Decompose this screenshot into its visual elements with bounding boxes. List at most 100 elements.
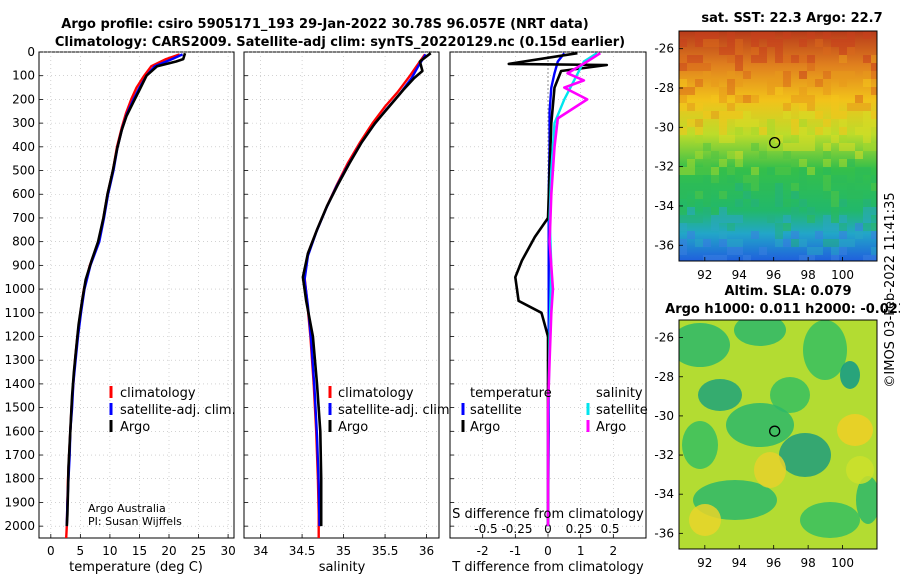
map-lat-tick-label: -36 bbox=[654, 238, 674, 252]
sla-eddy bbox=[779, 433, 831, 477]
salinity-x-tick-label: 35 bbox=[336, 544, 351, 558]
sst-cell bbox=[703, 167, 711, 175]
sst-cell bbox=[871, 207, 877, 215]
sla-eddy bbox=[682, 421, 718, 469]
map-lat-tick-label: -32 bbox=[654, 160, 674, 174]
legend-label-argo-2: Argo bbox=[338, 420, 368, 435]
sst-cell bbox=[775, 223, 783, 231]
depth-tick-label: 300 bbox=[12, 116, 35, 130]
sst-cell bbox=[727, 215, 735, 223]
sst-cell bbox=[871, 119, 877, 127]
sst-cell bbox=[799, 55, 807, 63]
sst-cell bbox=[735, 47, 743, 55]
sst-cell bbox=[695, 119, 703, 127]
sst-cell bbox=[839, 71, 847, 79]
sst-cell bbox=[703, 255, 711, 261]
sst-cell bbox=[839, 223, 847, 231]
sst-cell bbox=[839, 143, 847, 151]
sst-cell bbox=[743, 71, 751, 79]
sst-cell bbox=[695, 167, 703, 175]
depth-tick-label: 700 bbox=[12, 211, 35, 225]
sst-cell bbox=[687, 87, 695, 95]
sst-cell bbox=[871, 231, 877, 239]
sst-cell bbox=[711, 207, 719, 215]
legend-label-temp-argo: Argo bbox=[470, 420, 500, 435]
sst-cell bbox=[703, 183, 711, 191]
sst-cell bbox=[863, 215, 871, 223]
temperature-tick-labels: 0 5 10 15 20 25 30 bbox=[47, 544, 236, 558]
sst-cell bbox=[863, 71, 871, 79]
sst-cell bbox=[775, 135, 783, 143]
sst-cell bbox=[735, 159, 743, 167]
salinity-axis-label: salinity bbox=[319, 560, 366, 575]
sst-cell bbox=[775, 191, 783, 199]
series-line-salinity-argo bbox=[546, 52, 601, 527]
sst-cell bbox=[759, 151, 767, 159]
sst-cell bbox=[807, 135, 815, 143]
temperature-legend: climatology satellite-adj. clim. Argo bbox=[109, 386, 236, 435]
sst-cell bbox=[695, 79, 703, 87]
sst-cell bbox=[703, 159, 711, 167]
map-lat-tick-label: -26 bbox=[654, 331, 674, 345]
sst-cell bbox=[735, 119, 743, 127]
sst-cell bbox=[759, 247, 767, 255]
sst-cell bbox=[807, 167, 815, 175]
sst-cell bbox=[767, 127, 775, 135]
sla-eddy bbox=[726, 403, 794, 447]
sst-cell bbox=[711, 79, 719, 87]
sla-eddy bbox=[770, 377, 810, 413]
credit-line-1: Argo Australia bbox=[88, 502, 166, 515]
map-lon-tick-label: 92 bbox=[697, 556, 712, 570]
sst-cell bbox=[823, 167, 831, 175]
sst-cell bbox=[863, 127, 871, 135]
sst-cell bbox=[679, 79, 687, 87]
sst-cell bbox=[823, 183, 831, 191]
sst-cell bbox=[775, 239, 783, 247]
difference-panel: -2 -1 0 1 2 -0.5 -0.25 0 0.25 0.5 S difference f… bbox=[449, 51, 648, 575]
salinity-x-tick-label: 34 bbox=[253, 544, 268, 558]
salinity-tick-labels: 34 34.5 35 35.5 36 bbox=[253, 544, 434, 558]
sst-cell bbox=[783, 71, 791, 79]
sst-cell bbox=[847, 159, 855, 167]
sst-cell bbox=[863, 223, 871, 231]
sst-cell bbox=[783, 199, 791, 207]
sst-cell bbox=[719, 159, 727, 167]
map-lon-tick-label: 96 bbox=[766, 268, 781, 282]
title-line-1: Argo profile: csiro 5905171_193 29-Jan-2… bbox=[61, 17, 588, 32]
temperature-x-tick-label: 10 bbox=[102, 544, 117, 558]
sst-cell bbox=[767, 87, 775, 95]
temperature-x-tick-label: 20 bbox=[161, 544, 176, 558]
sst-cell bbox=[695, 31, 703, 39]
sst-cell bbox=[775, 143, 783, 151]
sst-cell bbox=[863, 255, 871, 261]
sst-cell bbox=[847, 239, 855, 247]
sst-cell bbox=[855, 127, 863, 135]
sst-cell bbox=[839, 127, 847, 135]
sst-cell bbox=[863, 135, 871, 143]
sla-eddy bbox=[846, 456, 874, 484]
depth-tick-label: 1000 bbox=[4, 282, 35, 296]
sst-cell bbox=[791, 95, 799, 103]
sst-cell bbox=[863, 55, 871, 63]
sst-cell bbox=[751, 183, 759, 191]
sst-cell bbox=[855, 103, 863, 111]
sst-cell bbox=[775, 199, 783, 207]
sst-cell bbox=[871, 87, 877, 95]
sst-cell bbox=[799, 111, 807, 119]
sst-cell bbox=[871, 255, 877, 261]
map-lon-tick-label: 98 bbox=[800, 268, 815, 282]
sst-cell bbox=[783, 215, 791, 223]
sla-title-1: Altim. SLA: 0.079 bbox=[725, 284, 852, 299]
sst-cell bbox=[751, 231, 759, 239]
sst-map: 92 94 96 98 100 -26 -28 -30 -32 -34 -36 bbox=[654, 30, 878, 282]
sst-cell bbox=[767, 143, 775, 151]
sst-cell bbox=[751, 31, 759, 39]
sla-map: 92 94 96 98 100 -26 -28 -30 -32 -34 -36 bbox=[654, 319, 878, 570]
sst-cell bbox=[831, 255, 839, 261]
legend-label-argo: Argo bbox=[120, 420, 150, 435]
sst-cell bbox=[855, 151, 863, 159]
legend-label-sal-argo: Argo bbox=[596, 420, 626, 435]
sst-cell bbox=[855, 167, 863, 175]
sst-cell bbox=[719, 207, 727, 215]
legend-header-salinity: salinity bbox=[596, 386, 643, 401]
